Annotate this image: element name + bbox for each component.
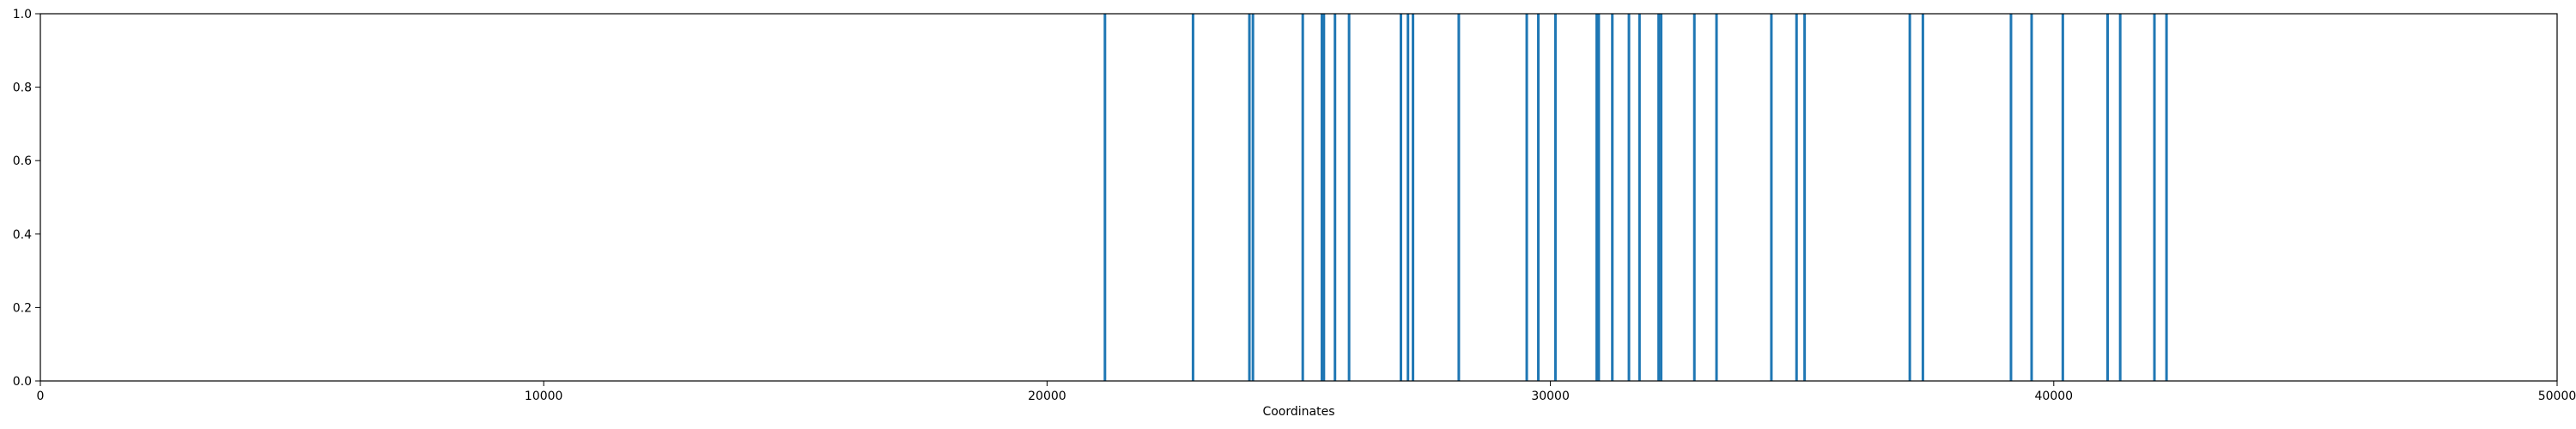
bar [1334,14,1337,381]
bar [1595,14,1599,381]
x-tick-label: 10000 [525,390,563,403]
x-tick-label: 30000 [1531,390,1570,403]
bar [1803,14,1807,381]
bar [1611,14,1614,381]
bar [2106,14,2110,381]
x-axis: 0 10000 20000 30000 40000 50000 [37,381,2576,403]
y-tick-label: 0.2 [13,301,32,315]
bar [1692,14,1696,381]
y-tick-label: 0.8 [13,82,32,95]
bar [1406,14,1410,381]
y-axis: 0.0 0.2 0.4 0.6 0.8 1.0 [13,8,40,389]
bar [1320,14,1323,381]
bar [1795,14,1798,381]
bar [1412,14,1415,381]
bar [1657,14,1661,381]
y-tick-label: 1.0 [13,8,32,21]
bar [1457,14,1461,381]
bar [1637,14,1641,381]
bar [1248,14,1251,381]
bar [1537,14,1540,381]
bar [1627,14,1631,381]
bar [1770,14,1773,381]
bar [2118,14,2122,381]
bar [2153,14,2156,381]
bars-layer [1103,14,2168,381]
bar [1400,14,1402,381]
bar [1525,14,1528,381]
y-tick-label: 0.4 [13,228,32,242]
bar [1921,14,1924,381]
bar [1908,14,1911,381]
bar [1660,14,1663,381]
y-tick-label: 0.0 [13,375,32,389]
bar [2165,14,2168,381]
bar [1347,14,1351,381]
bar [1301,14,1304,381]
bar [2009,14,2013,381]
bar [1251,14,1255,381]
x-tick-label: 50000 [2538,390,2576,403]
bar [1553,14,1557,381]
x-tick-label: 20000 [1028,390,1066,403]
bar [2061,14,2064,381]
bar [1103,14,1107,381]
x-axis-label: Coordinates [1262,405,1334,419]
x-tick-label: 40000 [2035,390,2074,403]
bar [1322,14,1326,381]
bar [2030,14,2033,381]
plot-frame [39,13,2558,382]
bar [1191,14,1194,381]
bar [1715,14,1718,381]
x-tick-label: 0 [37,390,45,403]
y-tick-label: 0.6 [13,154,32,168]
bar [1597,14,1601,381]
